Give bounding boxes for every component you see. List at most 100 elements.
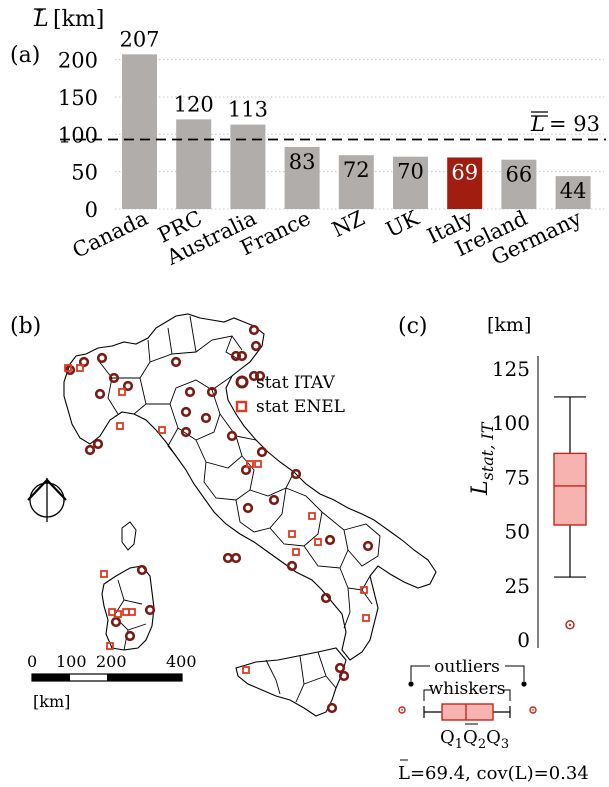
itav-station bbox=[180, 426, 192, 438]
itav-station bbox=[240, 464, 252, 476]
sardinia-outline bbox=[101, 565, 155, 651]
box-y-tick-label: 75 bbox=[505, 465, 530, 489]
y-tick-label: 150 bbox=[58, 86, 98, 110]
x-tick-label: NZ bbox=[328, 206, 368, 242]
bar-value-label: 113 bbox=[228, 98, 268, 122]
itav-station bbox=[230, 552, 242, 564]
enel-station bbox=[308, 512, 316, 520]
bar-australia bbox=[230, 124, 266, 209]
bar-value-label: 83 bbox=[289, 150, 316, 174]
enel-station bbox=[242, 666, 250, 674]
itav-station bbox=[144, 604, 156, 616]
itav-station bbox=[230, 350, 242, 362]
itav-station bbox=[268, 494, 280, 506]
enel-station bbox=[246, 460, 254, 468]
y-tick-label: 0 bbox=[85, 198, 98, 222]
itav-station bbox=[226, 430, 238, 442]
enel-station bbox=[292, 548, 300, 556]
bar-prc bbox=[176, 119, 212, 209]
panel-c-ylabel: Lstat, IT bbox=[468, 421, 497, 496]
enel-station bbox=[116, 422, 124, 430]
legend-whiskers-label: whiskers bbox=[429, 679, 506, 699]
itav-station bbox=[250, 340, 262, 352]
legend-outlier-left bbox=[398, 706, 406, 714]
itav-station bbox=[338, 670, 350, 682]
enel-station bbox=[114, 610, 122, 618]
bar-value-label: 44 bbox=[560, 179, 587, 203]
itav-station bbox=[326, 702, 338, 714]
itav-station bbox=[254, 370, 266, 382]
panel-c-unit: [km] bbox=[487, 314, 531, 336]
itav-station bbox=[170, 356, 182, 368]
enel-station bbox=[158, 426, 166, 434]
panel-a-label: (a) bbox=[10, 43, 40, 68]
enel-station bbox=[64, 364, 72, 372]
box-y-tick-label: 125 bbox=[492, 357, 530, 381]
enel-station bbox=[288, 530, 296, 538]
iqr-box bbox=[553, 452, 587, 526]
scale-unit: [km] bbox=[33, 692, 70, 711]
itav-station bbox=[136, 564, 148, 576]
panel-a-y-ticks: 0 50 100 150 200 bbox=[58, 49, 98, 222]
enel-station bbox=[76, 364, 84, 372]
scale-tick-400: 400 bbox=[166, 652, 197, 671]
y-tick-label: 50 bbox=[71, 161, 98, 185]
enel-station bbox=[100, 570, 108, 578]
enel-station-markers bbox=[64, 364, 370, 674]
mean-value-label: = 93 bbox=[549, 112, 600, 136]
enel-station bbox=[108, 608, 116, 616]
bar-germany bbox=[555, 176, 591, 209]
bar-value-label: 66 bbox=[506, 163, 533, 187]
panel-a-bars: 207Canada120PRC113Australia83France72NZ7… bbox=[69, 27, 591, 270]
legend-box bbox=[441, 703, 494, 721]
y-tick-label: 200 bbox=[58, 49, 98, 73]
itav-station bbox=[248, 324, 260, 336]
itav-station bbox=[78, 356, 90, 368]
corsica-outline bbox=[121, 521, 137, 551]
legend-outliers-label: outliers bbox=[434, 657, 500, 677]
itav-station bbox=[362, 540, 374, 552]
itav-station bbox=[64, 364, 76, 376]
box-y-tick-label: 100 bbox=[492, 411, 530, 435]
x-tick-label: UK bbox=[382, 206, 423, 242]
voronoi-cells bbox=[97, 315, 381, 703]
mean-symbol: L bbox=[530, 112, 545, 136]
scale-tick-0: 0 bbox=[27, 652, 37, 671]
legend-enel-marker bbox=[235, 400, 248, 413]
enel-station bbox=[254, 460, 262, 468]
box-y-tick-label: 50 bbox=[505, 520, 530, 544]
bar-uk bbox=[393, 156, 428, 209]
bar-ireland bbox=[501, 159, 537, 209]
itav-station bbox=[320, 592, 332, 604]
box-y-tick-label: 0 bbox=[517, 628, 530, 652]
panel-c-label: (c) bbox=[398, 314, 428, 339]
itav-station bbox=[84, 444, 96, 456]
panel-b-label: (b) bbox=[10, 314, 41, 339]
box-plot bbox=[553, 396, 587, 630]
panel-a-ylabel-unit: [km] bbox=[53, 7, 104, 32]
itav-station bbox=[256, 446, 268, 458]
scale-bar: 0 100 200 400 [km] bbox=[27, 652, 197, 711]
enel-station bbox=[314, 538, 322, 546]
legend-quartiles: Q1Q2Q3 bbox=[440, 727, 509, 752]
itav-station-markers bbox=[64, 324, 374, 714]
itav-station bbox=[290, 468, 302, 480]
bar-nz bbox=[338, 155, 374, 209]
itav-station bbox=[180, 406, 192, 418]
legend-enel-label: stat ENEL bbox=[256, 397, 345, 417]
x-tick-label: Canada bbox=[69, 206, 152, 263]
outlier-point-dot bbox=[568, 623, 572, 627]
north-arrow-icon bbox=[27, 478, 67, 522]
enel-station bbox=[360, 586, 368, 594]
enel-station bbox=[106, 642, 114, 650]
bar-value-label: 120 bbox=[174, 92, 214, 116]
italy-mainland-outline bbox=[63, 313, 437, 661]
legend-outlier-right bbox=[529, 706, 537, 714]
legend-itav-marker bbox=[235, 375, 249, 389]
itav-station bbox=[200, 412, 212, 424]
bar-value-label: 207 bbox=[119, 27, 159, 51]
enel-station bbox=[128, 608, 136, 616]
itav-station bbox=[108, 372, 120, 384]
itav-station bbox=[92, 438, 104, 450]
